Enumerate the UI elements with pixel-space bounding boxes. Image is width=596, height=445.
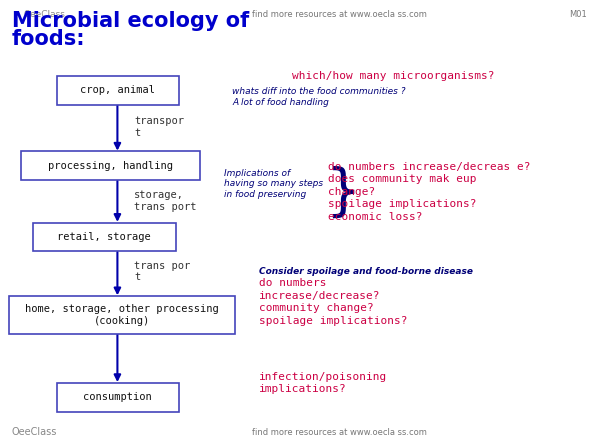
FancyBboxPatch shape xyxy=(33,222,176,251)
Text: OeeClass: OeeClass xyxy=(12,427,57,437)
Text: economic loss?: economic loss? xyxy=(328,212,423,222)
Text: do numbers increase/decreas e?: do numbers increase/decreas e? xyxy=(328,162,530,171)
Text: foods:: foods: xyxy=(12,29,86,49)
Text: trans por
t: trans por t xyxy=(134,261,190,282)
Text: community change?: community change? xyxy=(259,303,374,313)
Text: spoilage implications?: spoilage implications? xyxy=(328,199,476,209)
Text: storage,
trans port: storage, trans port xyxy=(134,190,197,212)
Text: crop, animal: crop, animal xyxy=(80,85,155,95)
Text: whats diff into the food communities ?: whats diff into the food communities ? xyxy=(232,87,406,96)
Text: infection/poisoning: infection/poisoning xyxy=(259,372,387,381)
Text: transpor
t: transpor t xyxy=(134,116,184,138)
Text: find more resources at www.oecla ss.com: find more resources at www.oecla ss.com xyxy=(252,428,427,437)
Text: OeeClass: OeeClass xyxy=(24,10,66,19)
FancyBboxPatch shape xyxy=(57,383,179,412)
Text: increase/decrease?: increase/decrease? xyxy=(259,291,381,300)
Text: retail, storage: retail, storage xyxy=(57,232,151,242)
Text: Consider spoilage and food-borne disease: Consider spoilage and food-borne disease xyxy=(259,267,473,276)
Text: Microbial ecology of: Microbial ecology of xyxy=(12,11,249,31)
Text: consumption: consumption xyxy=(83,392,152,402)
Text: Implications of
having so many steps
in food preserving: Implications of having so many steps in … xyxy=(224,169,322,199)
FancyBboxPatch shape xyxy=(21,151,200,180)
Text: M01: M01 xyxy=(569,10,587,19)
FancyBboxPatch shape xyxy=(9,296,235,334)
Text: does community mak eup: does community mak eup xyxy=(328,174,476,184)
Text: processing, handling: processing, handling xyxy=(48,161,173,171)
Text: which/how many microorganisms?: which/how many microorganisms? xyxy=(292,71,495,81)
Text: implications?: implications? xyxy=(259,384,347,394)
Text: A lot of food handling: A lot of food handling xyxy=(232,98,330,107)
Text: find more resources at www.oecla ss.com: find more resources at www.oecla ss.com xyxy=(252,10,427,19)
Text: home, storage, other processing
(cooking): home, storage, other processing (cooking… xyxy=(25,304,219,326)
Text: spoilage implications?: spoilage implications? xyxy=(259,316,408,325)
Text: do numbers: do numbers xyxy=(259,278,327,288)
Text: change?: change? xyxy=(328,187,375,197)
Text: }: } xyxy=(325,166,360,220)
FancyBboxPatch shape xyxy=(57,76,179,105)
